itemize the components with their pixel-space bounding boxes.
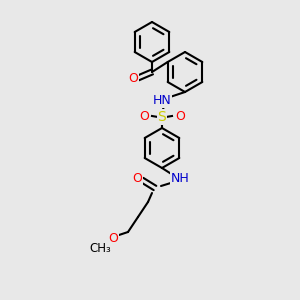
Text: O: O [175, 110, 185, 122]
Text: O: O [108, 232, 118, 244]
Text: HN: HN [153, 94, 171, 107]
Text: NH: NH [171, 172, 189, 184]
Text: S: S [158, 110, 166, 124]
Text: O: O [132, 172, 142, 185]
Text: O: O [128, 71, 138, 85]
Text: O: O [139, 110, 149, 122]
Text: CH₃: CH₃ [89, 242, 111, 256]
